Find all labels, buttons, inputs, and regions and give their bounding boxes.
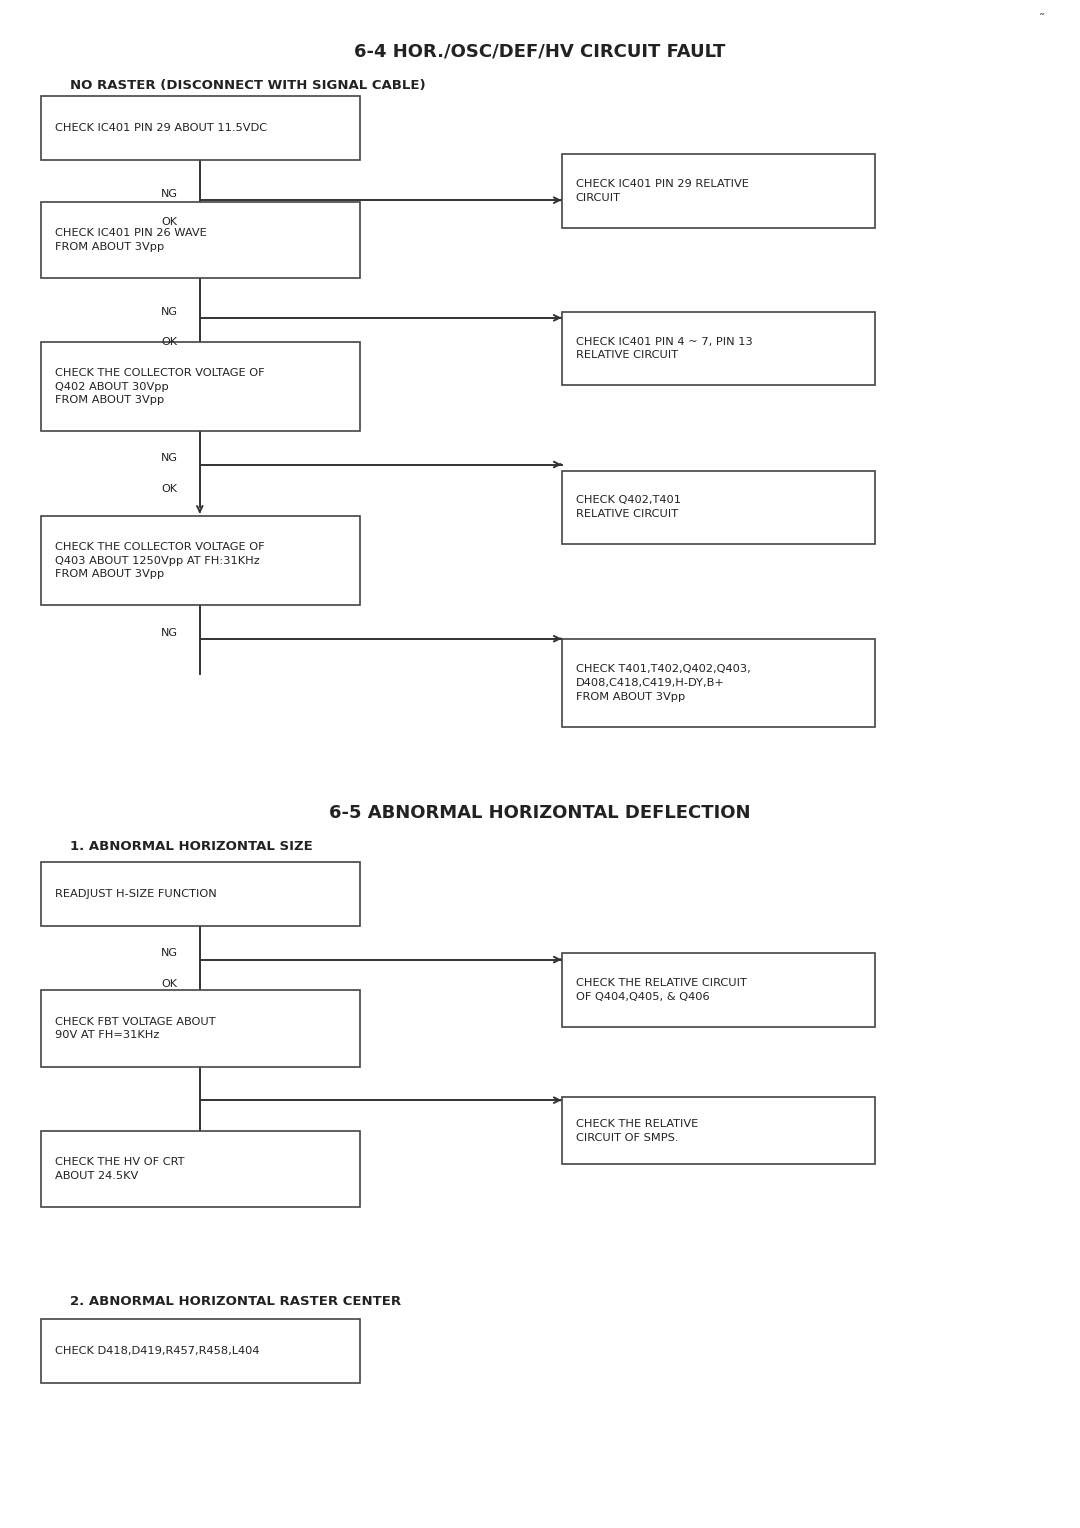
Text: CHECK T401,T402,Q402,Q403,
D408,C418,C419,H-DY,B+
FROM ABOUT 3Vpp: CHECK T401,T402,Q402,Q403, D408,C418,C41…	[576, 665, 751, 701]
FancyBboxPatch shape	[41, 202, 360, 278]
Text: NG: NG	[161, 949, 178, 958]
Text: OK: OK	[162, 338, 177, 347]
Text: NG: NG	[161, 454, 178, 463]
Text: NG: NG	[161, 189, 178, 199]
Text: CHECK THE HV OF CRT
ABOUT 24.5KV: CHECK THE HV OF CRT ABOUT 24.5KV	[55, 1157, 185, 1181]
FancyBboxPatch shape	[41, 96, 360, 160]
FancyBboxPatch shape	[41, 862, 360, 926]
Text: CHECK THE RELATIVE CIRCUIT
OF Q404,Q405, & Q406: CHECK THE RELATIVE CIRCUIT OF Q404,Q405,…	[576, 978, 746, 1002]
Text: NG: NG	[161, 307, 178, 316]
FancyBboxPatch shape	[562, 471, 875, 544]
FancyBboxPatch shape	[41, 516, 360, 605]
Text: OK: OK	[162, 484, 177, 494]
FancyBboxPatch shape	[41, 1131, 360, 1207]
Text: CHECK IC401 PIN 29 ABOUT 11.5VDC: CHECK IC401 PIN 29 ABOUT 11.5VDC	[55, 124, 267, 133]
Text: 6-4 HOR./OSC/DEF/HV CIRCUIT FAULT: 6-4 HOR./OSC/DEF/HV CIRCUIT FAULT	[354, 43, 726, 61]
Text: CHECK THE COLLECTOR VOLTAGE OF
Q403 ABOUT 1250Vpp AT FH:31KHz
FROM ABOUT 3Vpp: CHECK THE COLLECTOR VOLTAGE OF Q403 ABOU…	[55, 542, 265, 579]
Text: OK: OK	[162, 979, 177, 989]
Text: CHECK Q402,T401
RELATIVE CIRCUIT: CHECK Q402,T401 RELATIVE CIRCUIT	[576, 495, 680, 520]
Text: CHECK THE RELATIVE
CIRCUIT OF SMPS.: CHECK THE RELATIVE CIRCUIT OF SMPS.	[576, 1118, 698, 1143]
Text: CHECK D418,D419,R457,R458,L404: CHECK D418,D419,R457,R458,L404	[55, 1346, 259, 1355]
FancyBboxPatch shape	[562, 312, 875, 385]
FancyBboxPatch shape	[562, 953, 875, 1027]
Text: READJUST H-SIZE FUNCTION: READJUST H-SIZE FUNCTION	[55, 889, 217, 898]
Text: ˜: ˜	[1039, 14, 1045, 26]
Text: CHECK THE COLLECTOR VOLTAGE OF
Q402 ABOUT 30Vpp
FROM ABOUT 3Vpp: CHECK THE COLLECTOR VOLTAGE OF Q402 ABOU…	[55, 368, 265, 405]
Text: NG: NG	[161, 628, 178, 637]
Text: NO RASTER (DISCONNECT WITH SIGNAL CABLE): NO RASTER (DISCONNECT WITH SIGNAL CABLE)	[70, 79, 426, 92]
FancyBboxPatch shape	[41, 342, 360, 431]
FancyBboxPatch shape	[562, 154, 875, 228]
FancyBboxPatch shape	[562, 1097, 875, 1164]
FancyBboxPatch shape	[562, 639, 875, 727]
Text: CHECK FBT VOLTAGE ABOUT
90V AT FH=31KHz: CHECK FBT VOLTAGE ABOUT 90V AT FH=31KHz	[55, 1016, 216, 1041]
Text: OK: OK	[162, 217, 177, 226]
Text: 1. ABNORMAL HORIZONTAL SIZE: 1. ABNORMAL HORIZONTAL SIZE	[70, 840, 313, 853]
Text: 2. ABNORMAL HORIZONTAL RASTER CENTER: 2. ABNORMAL HORIZONTAL RASTER CENTER	[70, 1296, 402, 1308]
Text: CHECK IC401 PIN 29 RELATIVE
CIRCUIT: CHECK IC401 PIN 29 RELATIVE CIRCUIT	[576, 179, 748, 203]
Text: CHECK IC401 PIN 4 ~ 7, PIN 13
RELATIVE CIRCUIT: CHECK IC401 PIN 4 ~ 7, PIN 13 RELATIVE C…	[576, 336, 753, 361]
FancyBboxPatch shape	[41, 1319, 360, 1383]
FancyBboxPatch shape	[41, 990, 360, 1067]
Text: CHECK IC401 PIN 26 WAVE
FROM ABOUT 3Vpp: CHECK IC401 PIN 26 WAVE FROM ABOUT 3Vpp	[55, 228, 207, 252]
Text: 6-5 ABNORMAL HORIZONTAL DEFLECTION: 6-5 ABNORMAL HORIZONTAL DEFLECTION	[329, 804, 751, 822]
